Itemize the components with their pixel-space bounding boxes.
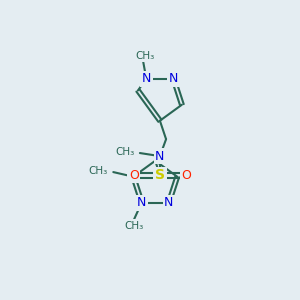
Text: S: S [155,168,165,182]
Text: N: N [137,196,146,209]
Text: CH₃: CH₃ [89,166,108,176]
Text: CH₃: CH₃ [115,147,134,157]
Text: O: O [129,169,139,182]
Text: N: N [169,72,178,86]
Text: N: N [155,150,165,163]
Text: CH₃: CH₃ [135,51,154,61]
Text: N: N [142,72,151,86]
Text: O: O [181,169,191,182]
Text: CH₃: CH₃ [124,220,144,231]
Text: N: N [164,196,174,209]
